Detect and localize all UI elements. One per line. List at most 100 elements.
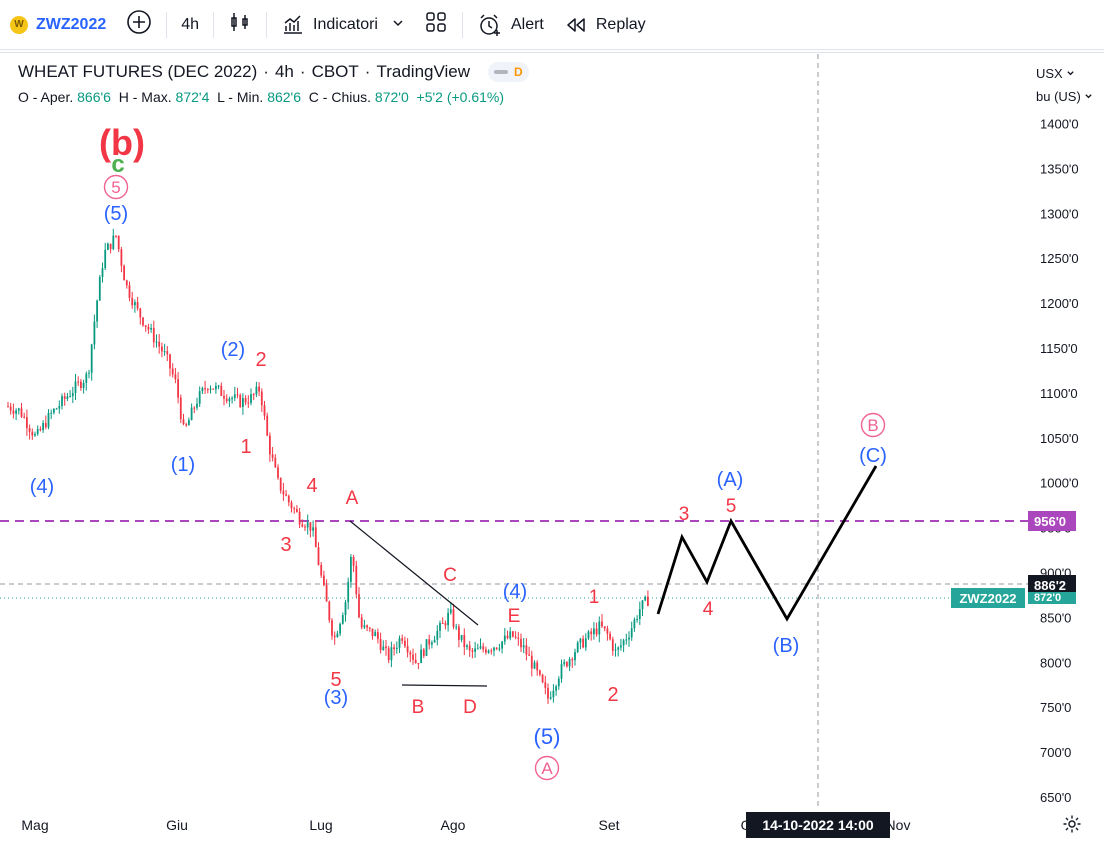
candle-body: [306, 522, 309, 528]
candle-body: [198, 391, 201, 404]
candle-body: [169, 354, 171, 369]
price-tick-label: 1000'0: [1040, 476, 1079, 491]
candle-body: [217, 385, 220, 387]
candle-body: [490, 650, 493, 652]
candle-body: [128, 285, 131, 298]
candle-body: [360, 617, 363, 628]
candle-body: [447, 612, 449, 626]
candle-body: [557, 678, 560, 687]
currency-selector[interactable]: USX: [1028, 62, 1104, 85]
candle-body: [325, 585, 328, 602]
candle-body: [212, 388, 215, 390]
projected-wave-path: [656, 465, 878, 622]
chart-pane[interactable]: [0, 52, 1104, 850]
candle-body: [452, 609, 455, 627]
candle-body: [131, 297, 134, 306]
chevron-down-icon[interactable]: [392, 16, 404, 34]
candle-body: [85, 373, 88, 383]
candle-body: [269, 435, 271, 455]
candle-body: [431, 642, 433, 645]
candle-body: [215, 385, 217, 390]
candle-body: [206, 389, 209, 391]
candle-body: [61, 396, 63, 407]
candle-body: [638, 609, 641, 620]
candle-body: [147, 326, 150, 330]
candle-body: [182, 419, 185, 425]
candle-body: [539, 670, 541, 675]
compare-symbol-button[interactable]: [116, 7, 162, 43]
symbol-name: ZWZ2022: [36, 15, 107, 33]
toolbar-divider: [461, 11, 463, 38]
legend-title[interactable]: WHEAT FUTURES (DEC 2022): [18, 62, 258, 81]
candle-body: [282, 490, 285, 495]
chart-type-button[interactable]: [218, 7, 262, 43]
candle-body: [455, 626, 458, 628]
replay-label: Replay: [595, 15, 646, 33]
candle-body: [15, 410, 17, 414]
candle-body: [179, 397, 182, 420]
candle-body: [239, 395, 242, 408]
candle-body: [260, 391, 263, 406]
candle-body: [590, 631, 593, 635]
wave-label-5-proj: 5: [726, 496, 737, 517]
candle-body: [93, 321, 96, 345]
candle-body: [355, 565, 358, 595]
candle-body: [536, 662, 539, 671]
candle-body: [328, 601, 331, 621]
candle-body: [525, 645, 528, 655]
candle-body: [471, 650, 474, 652]
candle-body: [512, 631, 514, 637]
candle-body: [290, 502, 293, 509]
alert-button[interactable]: Alert: [467, 7, 554, 43]
candle-body: [625, 639, 628, 641]
candle-body: [579, 638, 582, 643]
wave-label-circled-B: B: [860, 412, 886, 438]
wave-label-(1): (1): [171, 454, 195, 476]
gear-icon: [1062, 815, 1082, 838]
candle-body: [482, 646, 485, 650]
interval-button[interactable]: 4h: [181, 15, 200, 33]
candle-body: [117, 235, 120, 250]
candle-body: [158, 341, 161, 347]
price-scale-unit[interactable]: USX bu (US): [1028, 62, 1104, 108]
unit-selector[interactable]: bu (US): [1028, 85, 1104, 108]
replay-button[interactable]: Replay: [554, 7, 656, 43]
candle-body: [144, 325, 147, 327]
layouts-button[interactable]: [414, 7, 458, 43]
last-price-tag: 872'0: [1028, 592, 1076, 604]
candle-body: [250, 394, 252, 404]
candle-body: [90, 344, 93, 373]
crosshair-time-label: 14-10-2022 14:00: [746, 812, 890, 838]
candle-body: [98, 277, 101, 301]
candle-body: [433, 639, 436, 643]
candle-body: [333, 635, 336, 638]
candle-body: [17, 408, 20, 411]
symbol-search[interactable]: W ZWZ2022: [0, 7, 116, 43]
crosshair-price-tag: 886'2: [1028, 575, 1076, 595]
candle-body: [428, 639, 431, 645]
candle-body: [441, 622, 444, 624]
candles-series: [7, 228, 649, 705]
candle-body: [304, 526, 306, 528]
wave-label-1-sep: 1: [589, 587, 600, 608]
candle-body: [36, 428, 39, 434]
candle-body: [503, 635, 506, 642]
candle-body: [493, 647, 495, 651]
indicators-label: Indicatori: [313, 15, 378, 33]
candle-body: [107, 243, 109, 250]
candle-body: [449, 609, 452, 613]
candle-body: [279, 477, 282, 491]
settings-button[interactable]: [1062, 814, 1082, 839]
indicators-button[interactable]: Indicatori: [271, 7, 414, 43]
session-badge[interactable]: D: [488, 62, 529, 82]
price-tick-label: 750'0: [1040, 700, 1071, 715]
wave-label-(5)-low: (5): [534, 724, 561, 749]
candle-body: [320, 565, 323, 576]
candle-body: [439, 622, 441, 631]
candle-body: [544, 682, 547, 688]
wave-label-c: c: [111, 151, 124, 178]
triangle-upper-trendline: [349, 520, 479, 626]
candle-body: [528, 654, 530, 656]
candle-body: [390, 647, 393, 661]
